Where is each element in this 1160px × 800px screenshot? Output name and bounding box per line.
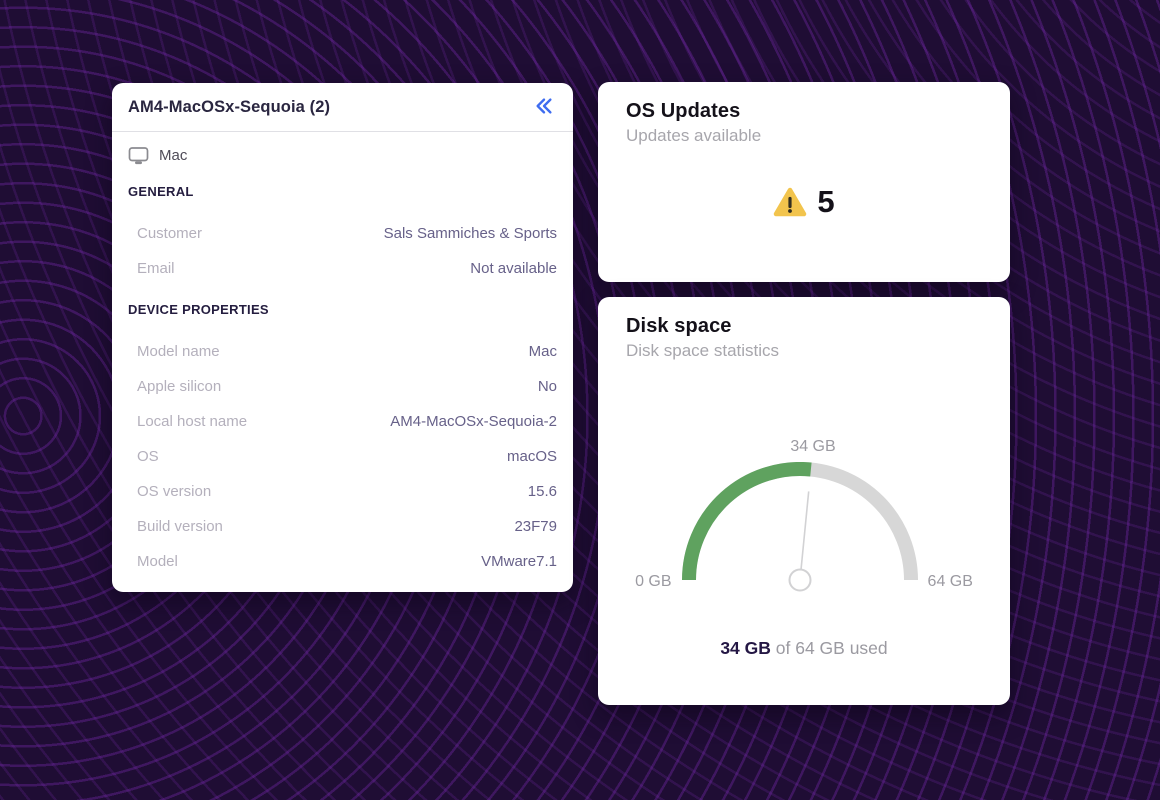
gauge-used-arc bbox=[681, 462, 812, 581]
disk-space-title: Disk space bbox=[626, 315, 732, 337]
prop-row-local-host-name: Local host name AM4-MacOSx-Sequoia-2 bbox=[128, 404, 557, 439]
prop-row-os: OS macOS bbox=[128, 439, 557, 474]
double-chevron-left-icon bbox=[533, 96, 555, 119]
device-name-title: AM4-MacOSx-Sequoia (2) bbox=[128, 97, 331, 116]
os-updates-subtitle: Updates available bbox=[626, 126, 762, 145]
prop-label: Local host name bbox=[137, 413, 248, 430]
gauge-min-label: 0 GB bbox=[635, 573, 672, 590]
collapse-panel-button[interactable] bbox=[531, 94, 557, 121]
prop-value: AM4-MacOSx-Sequoia-2 bbox=[390, 413, 557, 430]
prop-value: Sals Sammiches & Sports bbox=[383, 225, 557, 242]
gauge-needle-hub bbox=[788, 568, 812, 592]
prop-label: Apple silicon bbox=[137, 378, 222, 395]
prop-value: Mac bbox=[528, 343, 557, 360]
gauge-chart bbox=[681, 462, 918, 592]
monitor-icon bbox=[128, 146, 149, 165]
gauge-value-label: 34 GB bbox=[790, 438, 836, 455]
prop-label: OS version bbox=[137, 483, 212, 500]
section-header-general: GENERAL bbox=[128, 184, 194, 199]
prop-row-model: Model VMware7.1 bbox=[128, 544, 557, 579]
prop-row-model-name: Model name Mac bbox=[128, 334, 557, 369]
disk-used-value: 34 GB bbox=[720, 638, 771, 658]
gauge-max-label: 64 GB bbox=[927, 573, 973, 590]
device-details-panel: AM4-MacOSx-Sequoia (2) Mac GENERAL Custo… bbox=[112, 83, 573, 592]
gauge-row: 0 GB 64 GB bbox=[626, 462, 982, 594]
updates-count-value: 5 bbox=[817, 184, 835, 219]
device-panel-body: Mac GENERAL Customer Sals Sammiches & Sp… bbox=[112, 142, 573, 579]
gauge-track-arc bbox=[681, 462, 918, 581]
disk-space-subtitle: Disk space statistics bbox=[626, 341, 780, 360]
disk-usage-summary: 34 GB of 64 GB used bbox=[626, 636, 982, 660]
warning-triangle-icon bbox=[773, 187, 807, 218]
os-updates-card: OS Updates Updates available 5 bbox=[598, 82, 1010, 282]
gauge-needle bbox=[798, 491, 810, 581]
prop-row-customer: Customer Sals Sammiches & Sports bbox=[128, 216, 557, 251]
prop-value: No bbox=[537, 378, 557, 395]
prop-label: Model bbox=[137, 553, 178, 570]
os-updates-title: OS Updates bbox=[626, 100, 741, 122]
prop-value: 23F79 bbox=[514, 518, 557, 535]
device-panel-header: AM4-MacOSx-Sequoia (2) bbox=[112, 83, 573, 132]
prop-value: 15.6 bbox=[527, 483, 557, 500]
prop-label: Build version bbox=[137, 518, 223, 535]
disk-space-card: Disk space Disk space statistics 34 GB 0… bbox=[598, 297, 1010, 705]
prop-value: macOS bbox=[506, 448, 557, 465]
prop-value: VMware7.1 bbox=[481, 553, 557, 570]
prop-value: Not available bbox=[470, 260, 557, 277]
prop-row-email: Email Not available bbox=[128, 251, 557, 286]
prop-label: Model name bbox=[137, 343, 220, 360]
prop-row-build-version: Build version 23F79 bbox=[128, 509, 557, 544]
device-type-row: Mac bbox=[128, 142, 557, 168]
prop-label: OS bbox=[137, 448, 159, 465]
prop-row-apple-silicon: Apple silicon No bbox=[128, 369, 557, 404]
prop-row-os-version: OS version 15.6 bbox=[128, 474, 557, 509]
section-header-device-properties: DEVICE PROPERTIES bbox=[128, 302, 269, 317]
prop-label: Email bbox=[137, 260, 175, 277]
disk-usage-summary-rest: of 64 GB used bbox=[770, 638, 888, 658]
disk-gauge: 34 GB 0 GB 64 GB bbox=[626, 437, 982, 594]
device-type-label: Mac bbox=[159, 146, 188, 164]
updates-count-row: 5 bbox=[626, 184, 982, 220]
prop-label: Customer bbox=[137, 225, 203, 242]
